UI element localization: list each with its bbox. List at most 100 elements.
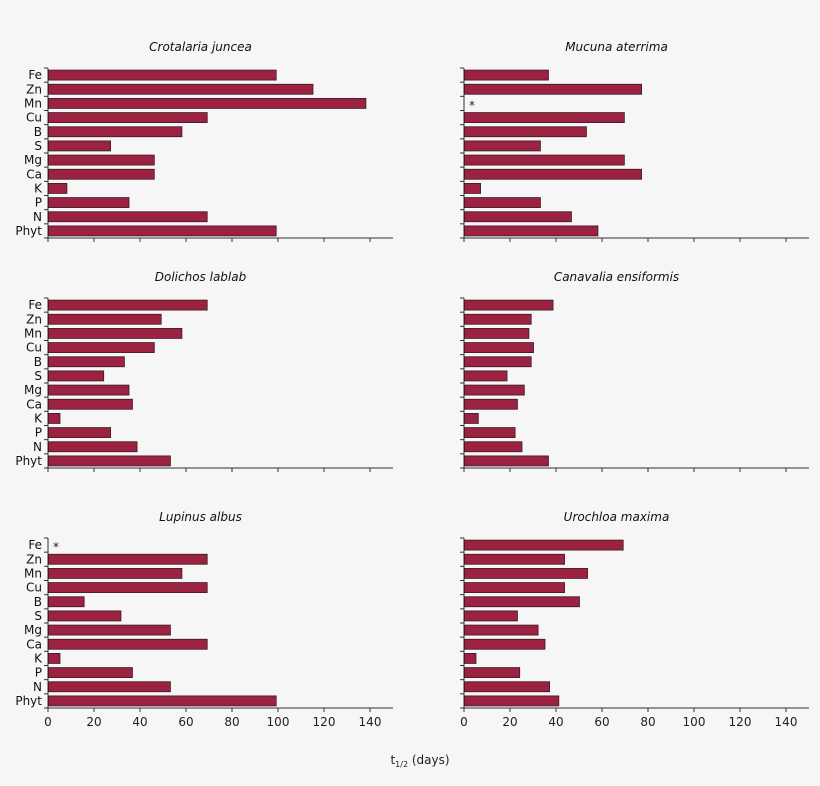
bar-mg [464,384,525,396]
bar-fe [48,299,208,311]
x-tick-label: 0 [44,715,52,729]
bar-p [464,427,516,438]
bar-zn [48,553,208,565]
bar-b [48,356,125,368]
bar-s [48,140,111,152]
bar-phyt [48,455,171,467]
bar-s [464,140,541,152]
x-tick-label: 60 [594,715,609,729]
bar-n [48,441,138,453]
category-label: Zn [26,82,42,96]
category-label: Phyt [15,454,42,468]
bar-mg [48,154,155,166]
bar-p [464,197,541,208]
bar-mn [48,328,183,339]
bar-mn [464,568,588,579]
bar-b [48,126,183,138]
panel-3: Canavalia ensiformis [460,270,809,472]
panel-title: Canavalia ensiformis [554,270,679,284]
bar-fe [464,299,554,311]
x-tick-label: 140 [775,715,798,729]
category-label: K [34,651,43,665]
category-label: Cu [26,581,42,595]
category-label: Cu [26,111,42,125]
category-label: B [34,595,42,609]
panel-title: Lupinus albus [159,510,242,524]
x-tick-label: 0 [460,715,468,729]
bar-cu [48,342,155,353]
bar-p [48,197,130,208]
x-axis-label-subscript: 1/2 [395,760,408,769]
bar-mg [464,154,625,166]
bar-n [464,441,523,453]
category-label: Mg [24,623,42,637]
bar-b [464,126,587,138]
bar-mn [48,98,367,109]
category-label: K [34,411,43,425]
x-tick-label: 40 [132,715,147,729]
bar-zn [464,553,565,565]
category-label: Fe [28,298,42,312]
bar-phyt [464,225,599,237]
bar-s [48,610,122,622]
category-label: Cu [26,341,42,355]
bar-n [48,681,171,693]
bar-zn [464,83,643,95]
panel-title: Crotalaria juncea [149,40,252,54]
bar-mn [48,568,183,579]
bar-ca [464,398,518,410]
category-label: Ca [26,637,42,651]
panel-1: Mucuna aterrima * [460,40,809,242]
category-label: Ca [26,167,42,181]
bar-s [464,370,508,382]
bar-cu [48,112,208,123]
bar-cu [464,342,534,353]
category-label: S [34,369,42,383]
bar-ca [48,638,208,650]
category-label: N [33,440,42,454]
category-label: P [35,196,42,210]
x-axis-label-unit: (days) [408,753,450,767]
bar-fe [464,539,624,551]
category-label: Mn [24,566,42,580]
bar-mg [464,624,539,636]
x-tick-label: 20 [86,715,101,729]
category-label: P [35,666,42,680]
missing-marker: * [469,98,475,112]
bar-ca [48,168,155,180]
bar-mn [464,328,530,339]
x-tick-label: 80 [224,715,239,729]
bar-zn [464,313,532,325]
category-label: Phyt [15,224,42,238]
x-tick-label: 60 [178,715,193,729]
category-label: S [34,139,42,153]
bar-phyt [464,455,549,467]
bar-s [464,610,518,622]
bar-ca [464,168,643,180]
bar-ca [464,638,546,650]
missing-marker: * [53,540,59,554]
bar-cu [464,112,625,123]
category-label: Mg [24,383,42,397]
category-label: S [34,609,42,623]
bar-n [464,211,572,223]
category-label: B [34,125,42,139]
bar-k [48,183,68,194]
category-label: Fe [28,68,42,82]
bar-phyt [464,695,560,707]
x-tick-label: 120 [313,715,336,729]
category-label: Fe [28,538,42,552]
panel-title: Urochloa maxima [564,510,670,524]
bar-phyt [48,225,277,237]
category-label: K [34,181,43,195]
bar-zn [48,83,314,95]
category-label: Mn [24,326,42,340]
x-tick-label: 140 [359,715,382,729]
bar-k [464,653,477,664]
bar-p [48,667,133,678]
x-tick-label: 100 [267,715,290,729]
bar-n [464,681,550,693]
panel-4: Lupinus albus 0 20 40 60 80 100 120 140 Fe * ZnMnCu… [15,510,393,729]
